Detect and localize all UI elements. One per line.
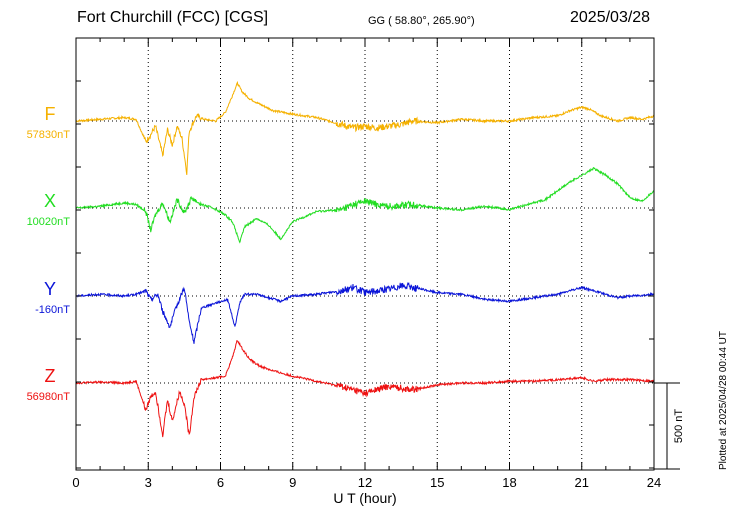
x-tick-label-12: 12 [358, 475, 372, 490]
axis-ticks: 0 3 6 9 12 15 18 21 24 [72, 38, 661, 490]
baseline-label-x: 10020nT [27, 216, 71, 228]
x-tick-label-9: 9 [289, 475, 296, 490]
plot-date: 2025/03/28 [570, 9, 651, 26]
trace-z [75, 340, 655, 438]
series-traces: F 57830nT X 10020nT Y -160nT Z 56980nT [27, 80, 655, 438]
scale-bar: 500 nT [654, 382, 685, 470]
x-tick-label-0: 0 [72, 475, 79, 490]
x-tick-label-3: 3 [145, 475, 152, 490]
x-tick-label-6: 6 [217, 475, 224, 490]
trace-f [75, 80, 655, 175]
series-name-y: Y [44, 279, 56, 299]
x-tick-label-15: 15 [430, 475, 444, 490]
baseline-label-z: 56980nT [27, 391, 71, 403]
baseline-label-y: -160nT [35, 304, 70, 316]
series-f: F 57830nT [27, 80, 655, 175]
scale-bar-label: 500 nT [673, 409, 685, 444]
geographic-coordinates: GG ( 58.80°, 265.90°) [368, 15, 475, 27]
trace-x [75, 166, 655, 244]
grid-lines [147, 38, 583, 470]
series-name-z: Z [45, 366, 56, 386]
station-title: Fort Churchill (FCC) [CGS] [77, 9, 269, 26]
baseline-label-f: 57830nT [27, 129, 71, 141]
x-axis-label: U T (hour) [333, 490, 396, 506]
series-z: Z 56980nT [27, 340, 655, 438]
series-y: Y -160nT [35, 279, 655, 344]
series-name-f: F [45, 104, 56, 124]
x-tick-label-18: 18 [502, 475, 516, 490]
series-name-x: X [44, 191, 56, 211]
series-x: X 10020nT [27, 166, 655, 244]
x-tick-label-21: 21 [575, 475, 589, 490]
trace-y [75, 281, 655, 344]
x-tick-label-24: 24 [647, 475, 661, 490]
